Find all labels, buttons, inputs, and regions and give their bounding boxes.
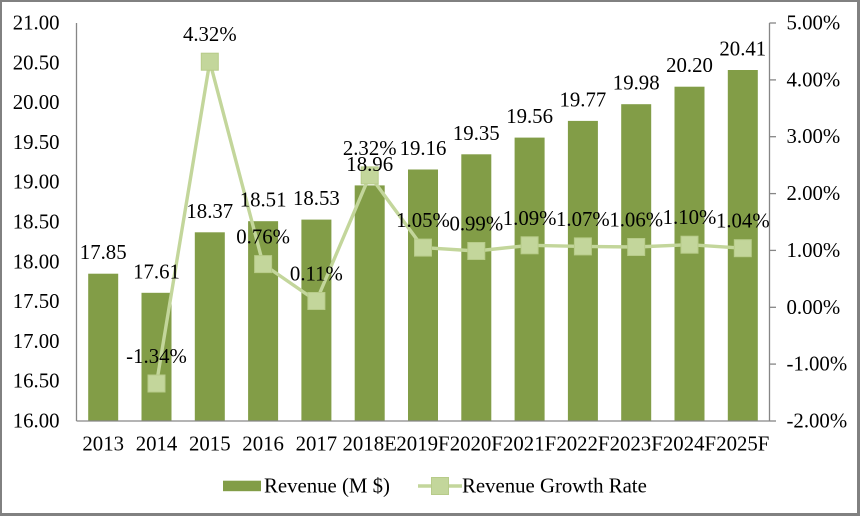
svg-text:19.98: 19.98 [613,72,660,95]
svg-text:0.00%: 0.00% [787,296,841,319]
svg-text:0.76%: 0.76% [236,226,290,249]
svg-text:2019F: 2019F [396,433,449,456]
svg-text:-1.00%: -1.00% [787,353,848,376]
svg-text:17.61: 17.61 [133,260,180,283]
svg-text:-1.34%: -1.34% [126,345,187,368]
svg-text:16.50: 16.50 [13,370,60,393]
svg-text:19.35: 19.35 [453,122,500,145]
svg-text:Revenue (M $): Revenue (M $) [264,475,390,498]
svg-text:18.00: 18.00 [13,250,60,273]
svg-text:17.00: 17.00 [13,330,60,353]
svg-text:20.41: 20.41 [719,38,766,61]
svg-text:1.05%: 1.05% [396,209,450,232]
svg-text:21.00: 21.00 [13,12,60,35]
svg-text:19.77: 19.77 [560,88,607,111]
svg-text:20.20: 20.20 [666,54,713,77]
svg-text:Revenue Growth Rate: Revenue Growth Rate [462,475,647,498]
svg-text:17.50: 17.50 [13,290,60,313]
svg-text:2025F: 2025F [716,433,769,456]
svg-text:2024F: 2024F [663,433,716,456]
svg-text:2022F: 2022F [556,433,609,456]
svg-text:2016: 2016 [242,433,284,456]
svg-text:2017: 2017 [296,433,338,456]
svg-text:18.37: 18.37 [186,200,233,223]
svg-text:2014: 2014 [136,433,178,456]
svg-text:0.11%: 0.11% [290,263,343,286]
svg-text:2015: 2015 [189,433,231,456]
svg-text:3.00%: 3.00% [787,125,841,148]
svg-text:1.07%: 1.07% [556,208,610,231]
svg-text:2013: 2013 [82,433,124,456]
svg-text:17.85: 17.85 [80,241,127,264]
svg-text:1.09%: 1.09% [503,207,557,230]
svg-text:4.00%: 4.00% [787,68,841,91]
svg-text:-2.00%: -2.00% [787,410,848,433]
svg-text:18.51: 18.51 [240,189,287,212]
svg-text:2023F: 2023F [610,433,663,456]
svg-text:19.56: 19.56 [506,105,553,128]
svg-text:18.96: 18.96 [346,153,393,176]
svg-text:2.00%: 2.00% [787,182,841,205]
svg-text:16.00: 16.00 [13,410,60,433]
svg-text:4.32%: 4.32% [183,23,237,46]
svg-text:1.06%: 1.06% [609,209,663,232]
svg-text:1.00%: 1.00% [787,239,841,262]
svg-text:18.50: 18.50 [13,211,60,234]
svg-text:20.50: 20.50 [13,51,60,74]
svg-text:20.00: 20.00 [13,91,60,114]
svg-text:18.53: 18.53 [293,187,340,210]
svg-text:5.00%: 5.00% [787,12,841,35]
svg-text:2.32%: 2.32% [343,137,397,160]
svg-text:1.04%: 1.04% [716,210,770,233]
svg-text:2020F: 2020F [450,433,503,456]
svg-text:19.50: 19.50 [13,131,60,154]
svg-text:1.10%: 1.10% [663,206,717,229]
svg-text:2018E: 2018E [343,433,397,456]
svg-text:19.00: 19.00 [13,171,60,194]
svg-text:0.99%: 0.99% [449,213,503,236]
svg-text:2021F: 2021F [503,433,556,456]
svg-text:19.16: 19.16 [400,137,447,160]
